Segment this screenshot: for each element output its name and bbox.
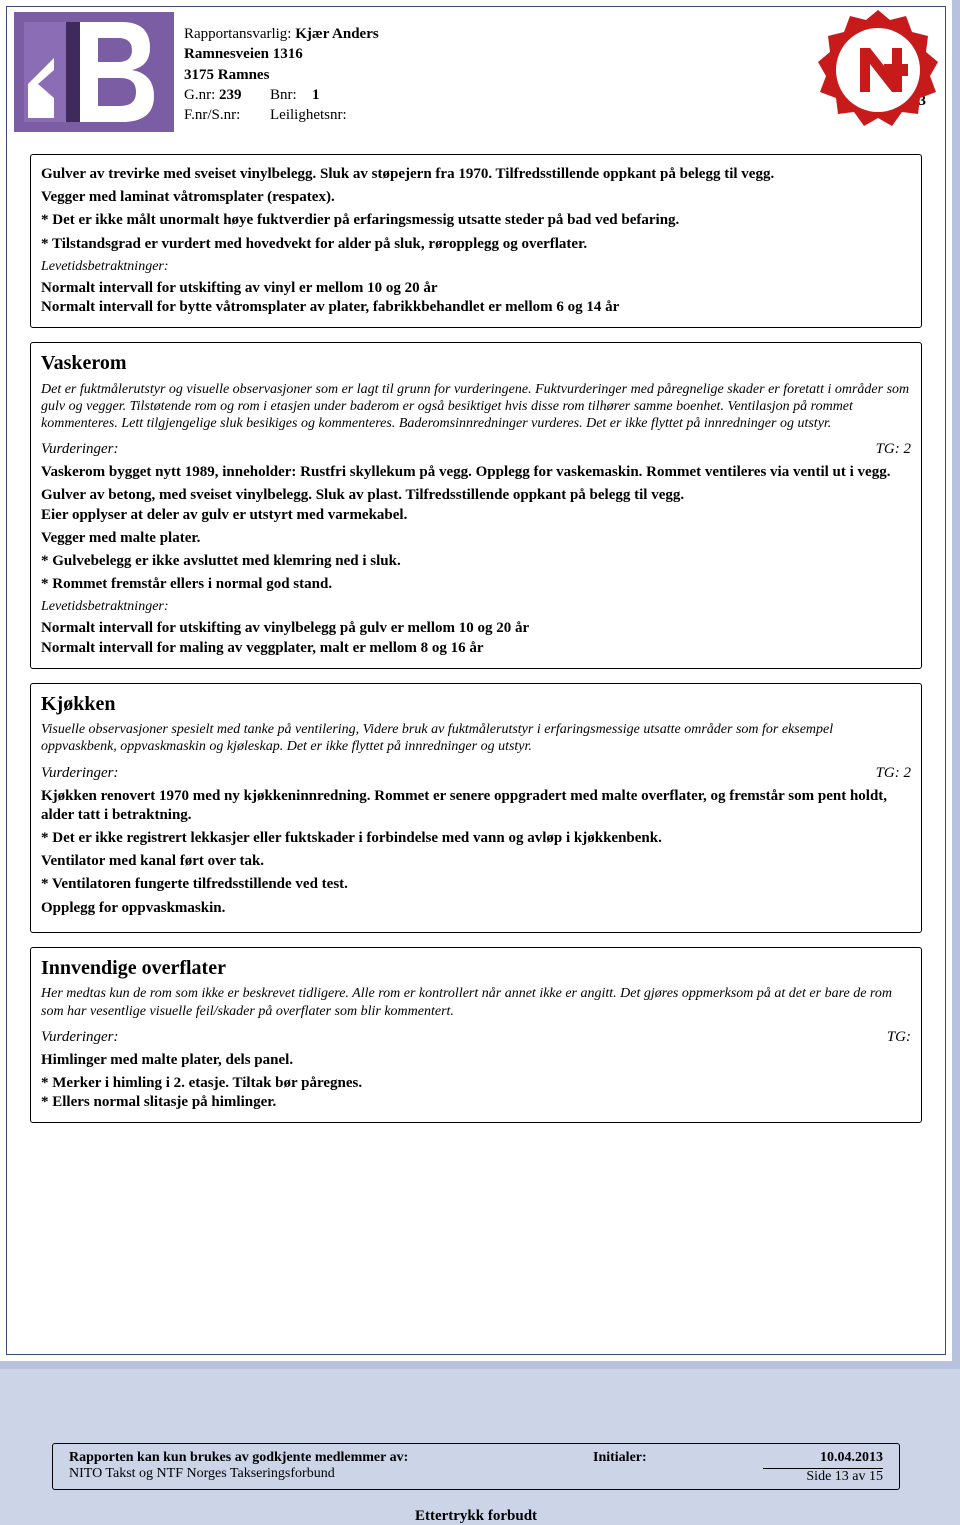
section-floor: Gulver av trevirke med sveiset vinylbele… bbox=[30, 154, 922, 328]
header-info: Rapportansvarlig: Kjær Anders Ramnesveie… bbox=[184, 12, 382, 125]
s4-intro: Her medtas kun de rom som ikke er beskre… bbox=[41, 985, 911, 1019]
s2-vurd-label: Vurderinger: bbox=[41, 440, 118, 459]
s2-title: Vaskerom bbox=[41, 351, 911, 377]
s4-p3: * Ellers normal slitasje på himlinger. bbox=[41, 1093, 911, 1112]
s2-p4: Vegger med malte plater. bbox=[41, 529, 911, 548]
s1-p4: * Tilstandsgrad er vurdert med hovedvekt… bbox=[41, 235, 911, 254]
s4-title: Innvendige overflater bbox=[41, 956, 911, 982]
s1-p1: Gulver av trevirke med sveiset vinylbele… bbox=[41, 165, 911, 184]
gnr: 239 bbox=[219, 87, 242, 103]
s3-p1: Kjøkken renovert 1970 med ny kjøkkeninnr… bbox=[41, 787, 911, 825]
seal-stamp bbox=[814, 6, 942, 134]
s1-l2: Normalt intervall for bytte våtromsplate… bbox=[41, 298, 911, 317]
s2-l2: Normalt intervall for maling av veggplat… bbox=[41, 639, 911, 658]
s1-p2: Vegger med laminat våtromsplater (respat… bbox=[41, 188, 911, 207]
s2-intro: Det er fuktmålerutstyr og visuelle obser… bbox=[41, 381, 911, 432]
addr2: 3175 Ramnes bbox=[184, 65, 382, 85]
footer-mid: Initialer: bbox=[593, 1450, 763, 1485]
addr1: Ramnesveien 1316 bbox=[184, 44, 382, 64]
header: Rapportansvarlig: Kjær Anders Ramnesveie… bbox=[12, 12, 940, 140]
s4-p1: Himlinger med malte plater, dels panel. bbox=[41, 1051, 911, 1070]
footer-l1: Rapporten kan kun brukes av godkjente me… bbox=[69, 1450, 593, 1466]
s3-p4: * Ventilatoren fungerte tilfredsstillend… bbox=[41, 875, 911, 894]
footer-box: Rapporten kan kun brukes av godkjente me… bbox=[52, 1443, 900, 1490]
s4-p2: * Merker i himling i 2. etasje. Tiltak b… bbox=[41, 1074, 911, 1093]
s2-p1: Vaskerom bygget nytt 1989, inneholder: R… bbox=[41, 463, 911, 482]
footer-page: Side 13 av 15 bbox=[763, 1469, 883, 1485]
logo bbox=[14, 12, 174, 132]
footer-l2: NITO Takst og NTF Norges Takseringsforbu… bbox=[69, 1466, 593, 1482]
leilighet-label: Leilighetsnr: bbox=[270, 105, 347, 125]
s1-l1: Normalt intervall for utskifting av viny… bbox=[41, 279, 911, 298]
fnr-label: F.nr/S.nr: bbox=[184, 105, 270, 125]
s1-p3: * Det er ikke målt unormalt høye fuktver… bbox=[41, 211, 911, 230]
s2-l1: Normalt intervall for utskifting av viny… bbox=[41, 619, 911, 638]
bnr: 1 bbox=[312, 85, 382, 105]
s3-intro: Visuelle observasjoner spesielt med tank… bbox=[41, 721, 911, 755]
s1-lev-label: Levetidsbetraktninger: bbox=[41, 258, 911, 275]
bnr-label: Bnr: bbox=[270, 85, 312, 105]
section-innvendige: Innvendige overflater Her medtas kun de … bbox=[30, 947, 922, 1124]
page: Rapportansvarlig: Kjær Anders Ramnesveie… bbox=[0, 0, 960, 1369]
s3-p5: Opplegg for oppvaskmaskin. bbox=[41, 899, 911, 918]
section-kjokken: Kjøkken Visuelle observasjoner spesielt … bbox=[30, 683, 922, 933]
s2-tg: TG: 2 bbox=[876, 440, 911, 459]
s2-p2: Gulver av betong, med sveiset vinylbeleg… bbox=[41, 486, 911, 505]
s2-lev-label: Levetidsbetraktninger: bbox=[41, 598, 911, 615]
footer-date: 10.04.2013 bbox=[763, 1450, 883, 1466]
s3-vurd-label: Vurderinger: bbox=[41, 764, 118, 783]
s4-vurd-label: Vurderinger: bbox=[41, 1028, 118, 1047]
ansvarlig-label: Rapportansvarlig: bbox=[184, 26, 291, 42]
s3-title: Kjøkken bbox=[41, 692, 911, 718]
s3-p2: * Det er ikke registrert lekkasjer eller… bbox=[41, 829, 911, 848]
copyright: Ettertrykk forbudt bbox=[12, 1508, 940, 1525]
s2-p6: * Rommet fremstår ellers i normal god st… bbox=[41, 575, 911, 594]
gnr-label: G.nr: bbox=[184, 87, 215, 103]
s3-tg: TG: 2 bbox=[876, 764, 911, 783]
s2-p3: Eier opplyser at deler av gulv er utstyr… bbox=[41, 506, 911, 525]
s3-p3: Ventilator med kanal ført over tak. bbox=[41, 852, 911, 871]
s2-p5: * Gulvebelegg er ikke avsluttet med klem… bbox=[41, 552, 911, 571]
section-vaskerom: Vaskerom Det er fuktmålerutstyr og visue… bbox=[30, 342, 922, 669]
ansvarlig-name: Kjær Anders bbox=[295, 26, 378, 42]
s4-tg: TG: bbox=[887, 1028, 911, 1047]
content: Gulver av trevirke med sveiset vinylbele… bbox=[12, 154, 940, 1123]
